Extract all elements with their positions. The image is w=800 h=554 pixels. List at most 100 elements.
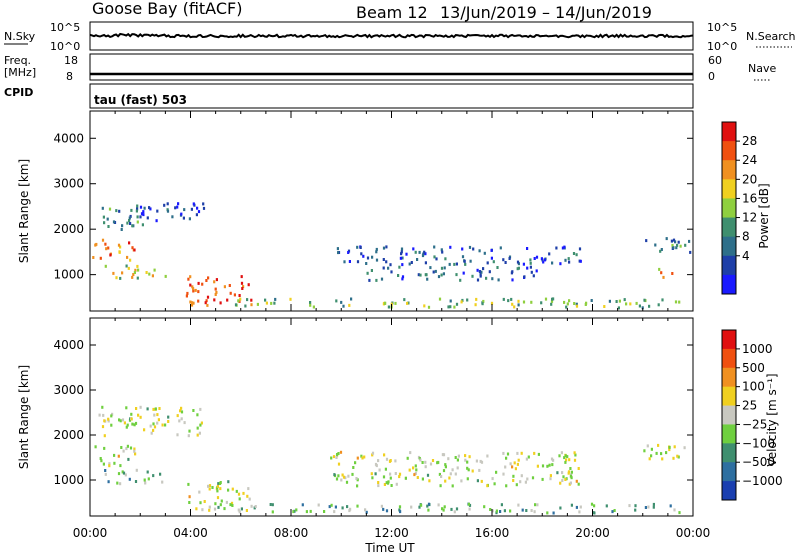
velocity-cell (647, 505, 650, 509)
power-cell (135, 209, 138, 213)
power-cell (380, 277, 384, 281)
velocity-cell (108, 464, 111, 468)
velocity-cell (536, 503, 539, 507)
colorbar-tick-label: 500 (742, 361, 765, 375)
velocity-cell (103, 446, 106, 450)
power-cell (671, 272, 674, 275)
velocity-cell (552, 458, 555, 462)
velocity-cell (240, 507, 243, 511)
velocity-cell (552, 511, 555, 515)
velocity-cell (574, 453, 577, 457)
velocity-cell (460, 479, 463, 483)
power-cell (659, 249, 662, 253)
velocity-cell (560, 451, 563, 455)
velocity-cell (478, 468, 481, 472)
velocity-cell (419, 458, 422, 462)
power-cell (136, 207, 139, 211)
power-cell (449, 245, 452, 249)
velocity-cell (238, 497, 241, 501)
velocity-cell (525, 457, 528, 461)
velocity-cell (516, 451, 519, 455)
velocity-cell (374, 472, 377, 476)
power-cell (129, 222, 132, 225)
power-colorbar: 28 24 20 16 12 8 4 (721, 121, 757, 295)
velocity-cell (223, 507, 226, 511)
velocity-cell (541, 464, 545, 468)
power-cell (129, 258, 132, 262)
power-cell (112, 220, 116, 224)
power-cell (335, 299, 338, 303)
colorbar-tick-label: 16 (742, 191, 757, 205)
cpid-label: CPID (4, 86, 33, 99)
power-cell (479, 272, 482, 276)
velocity-cell (383, 483, 386, 486)
velocity-cell (564, 478, 567, 481)
nave-label: Nave (748, 62, 776, 75)
cpid-panel (89, 83, 694, 109)
power-cell (375, 247, 378, 251)
velocity-cell (146, 470, 149, 474)
power-cell (382, 266, 385, 270)
velocity-cell (613, 509, 616, 512)
velocity-cell (421, 461, 424, 464)
power-cell (425, 273, 428, 277)
power-cell (432, 270, 435, 274)
power-cell (213, 298, 216, 302)
velocity-cell (108, 462, 111, 466)
colorbar-tick-label: −100 (742, 436, 775, 450)
power-cell (176, 205, 179, 209)
colorbar-tick-label: 28 (742, 134, 757, 148)
nave-tick-bottom: 0 (708, 70, 715, 83)
velocity-cell (395, 482, 398, 486)
velocity-cell (107, 419, 110, 423)
power-cell (265, 301, 268, 305)
velocity-cell (134, 480, 138, 483)
power-colorbar-label: Power [dB] (757, 183, 771, 248)
power-frame (89, 110, 694, 312)
velocity-cell (676, 454, 679, 458)
velocity-cell (563, 456, 566, 460)
velocity-cell (161, 480, 164, 484)
velocity-cell (103, 419, 106, 423)
velocity-cell (346, 505, 349, 509)
colorbar-segment (722, 462, 736, 482)
colorbar-segment (722, 386, 736, 407)
velocity-cell (427, 508, 430, 512)
velocity-cell (107, 417, 110, 421)
velocity-cell (217, 505, 220, 509)
velocity-cell (207, 484, 210, 488)
velocity-cell (149, 424, 152, 428)
power-cell (215, 278, 218, 282)
velocity-cell (519, 480, 522, 484)
velocity-cell (669, 504, 672, 508)
power-cell (479, 274, 482, 278)
power-cell (360, 252, 363, 256)
power-cell (92, 256, 95, 259)
power-cell (550, 302, 553, 306)
power-cell (401, 263, 404, 267)
power-cell (623, 298, 626, 302)
velocity-cell (333, 473, 336, 477)
velocity-cell (661, 457, 664, 461)
velocity-cell (347, 474, 350, 478)
velocity-cell (355, 477, 358, 480)
power-cell (542, 260, 545, 264)
velocity-cell (110, 414, 113, 418)
power-cell (145, 271, 148, 274)
velocity-cell (227, 480, 230, 484)
velocity-cell (198, 431, 201, 435)
velocity-cell (394, 472, 397, 475)
velocity-cell (380, 504, 383, 508)
power-cell (435, 257, 438, 261)
power-cell (672, 238, 676, 242)
velocity-cell (167, 415, 170, 419)
velocity-cell (158, 407, 161, 410)
velocity-cell (536, 464, 539, 468)
velocity-cell (568, 458, 571, 462)
power-cell (517, 266, 520, 270)
power-cell (421, 254, 425, 258)
colorbar-segment (722, 160, 736, 180)
velocity-cell (153, 425, 157, 429)
power-cell (366, 271, 369, 275)
power-cell (146, 216, 149, 220)
